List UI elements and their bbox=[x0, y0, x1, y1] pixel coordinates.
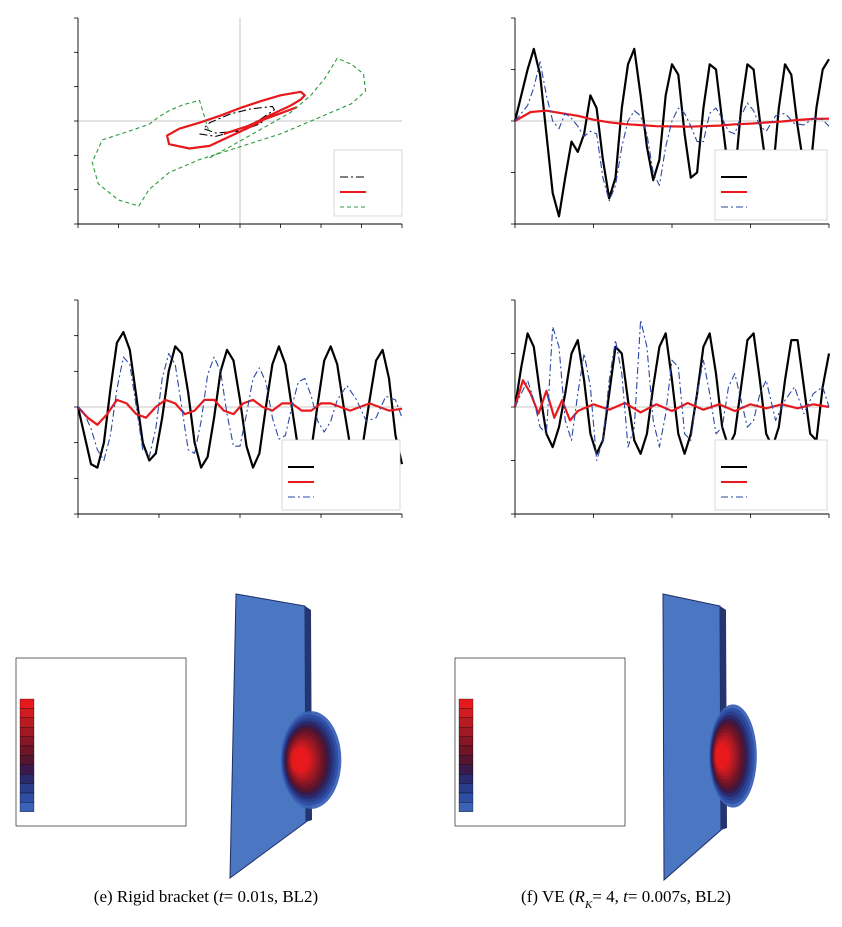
contour-color-band bbox=[458, 708, 474, 718]
contour-color-band bbox=[19, 792, 35, 803]
contour-color-band bbox=[19, 802, 35, 812]
contour-panel-e: (e) Rigid bracket (t= 0.01s, BL2) bbox=[15, 593, 342, 906]
caption-part: t bbox=[219, 887, 225, 906]
contour-legend-box bbox=[15, 657, 187, 827]
caption-part: = 0.01s, BL2) bbox=[224, 887, 319, 906]
contour-color-band bbox=[19, 745, 35, 756]
contour-color-band bbox=[458, 736, 474, 747]
caption-part: = 4, bbox=[592, 887, 623, 906]
caption-part: R bbox=[574, 887, 586, 906]
contour-color-band bbox=[19, 783, 35, 794]
contour-color-band bbox=[19, 755, 35, 765]
caption-part: (e) Rigid bracket ( bbox=[94, 887, 219, 906]
contour-color-band bbox=[458, 755, 474, 765]
contour-color-band bbox=[19, 727, 35, 737]
caption-part: K bbox=[584, 899, 593, 911]
caption-part: t bbox=[623, 887, 629, 906]
series-line-ve-ridig-stop bbox=[514, 61, 830, 202]
series-line-bl3 bbox=[91, 57, 367, 207]
contour-color-band bbox=[458, 792, 474, 803]
series-line-bl2 bbox=[166, 90, 306, 150]
legend-box bbox=[714, 149, 828, 221]
series-line-rigid-bracket bbox=[76, 331, 404, 469]
contour-color-band bbox=[19, 774, 35, 784]
contour-band bbox=[715, 742, 730, 770]
caption-part: = 0.007s, BL2) bbox=[628, 887, 731, 906]
series-line-rigid-bracket bbox=[513, 332, 831, 455]
panel-caption: (e) Rigid bracket (t= 0.01s, BL2) bbox=[94, 887, 318, 906]
chart-d bbox=[511, 299, 831, 518]
contour-color-band bbox=[19, 717, 35, 728]
contour-color-band bbox=[19, 736, 35, 747]
chart-b bbox=[511, 17, 830, 228]
contour-color-band bbox=[19, 698, 35, 709]
contour-color-band bbox=[458, 764, 474, 775]
legend-box bbox=[281, 439, 401, 511]
chart-a bbox=[74, 17, 403, 228]
chart-c bbox=[74, 299, 404, 518]
contour-color-band bbox=[458, 774, 474, 784]
contour-color-band bbox=[458, 802, 474, 812]
series-line-ve-rigid-stop bbox=[77, 352, 403, 462]
contour-legend-box bbox=[454, 657, 626, 827]
series-line-bl1 bbox=[199, 105, 275, 137]
contour-color-band bbox=[458, 783, 474, 794]
contour-color-band bbox=[458, 717, 474, 728]
panel-caption: (f) VE (RK= 4, t= 0.007s, BL2) bbox=[521, 887, 731, 911]
contour-color-band bbox=[19, 708, 35, 718]
contour-color-band bbox=[458, 745, 474, 756]
series-line-ve-ridig-stop bbox=[514, 319, 830, 462]
contour-color-band bbox=[19, 764, 35, 775]
contour-panel-f: (f) VE (RK= 4, t= 0.007s, BL2) bbox=[454, 593, 757, 911]
contour-color-band bbox=[458, 727, 474, 737]
caption-part: (f) VE ( bbox=[521, 887, 575, 906]
series-line-rigid-bracket bbox=[513, 47, 830, 218]
legend-box bbox=[714, 439, 828, 511]
contour-color-band bbox=[458, 698, 474, 709]
series-line-ve bbox=[513, 379, 830, 422]
legend-box bbox=[333, 149, 403, 217]
contour-band bbox=[291, 747, 310, 773]
series-line-ve bbox=[77, 398, 403, 426]
series-line-ve bbox=[514, 109, 830, 128]
